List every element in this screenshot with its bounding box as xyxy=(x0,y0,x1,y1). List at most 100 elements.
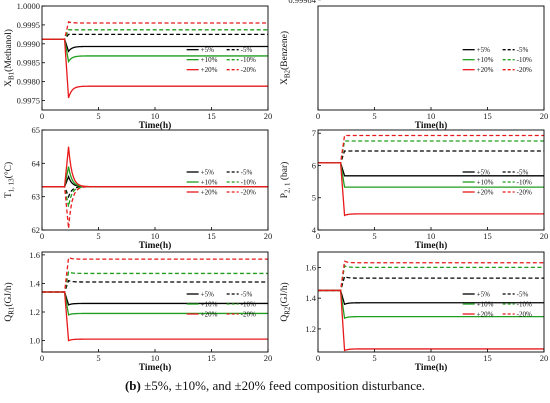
series-line-plusminus-20pct xyxy=(42,291,268,342)
legend-label: -5% xyxy=(241,169,253,177)
series-line-minus-10pct xyxy=(318,140,544,164)
legend-label: +10% xyxy=(477,56,494,64)
y-tick-label: 1.2 xyxy=(305,324,316,334)
series-line-plusminus-5pct xyxy=(318,162,544,177)
chart-panel-2: 05101520Time(h)0.999840.999880.999920.99… xyxy=(279,0,548,131)
series-group xyxy=(42,146,268,229)
legend-label: -10% xyxy=(517,179,532,187)
x-tick-label: 10 xyxy=(151,231,160,241)
legend-label: +5% xyxy=(477,291,490,299)
legend-label: +20% xyxy=(477,189,494,197)
legend-label: -20% xyxy=(241,189,256,197)
chart-panel-4: 0 5 10 15 20 Time(h) 4 5 6 7 P2, 1 (bar) +5% -5% +10%… xyxy=(279,128,548,251)
legend-label: +5% xyxy=(201,169,214,177)
legend-label: +20% xyxy=(201,66,218,74)
y-tick-label: 4 xyxy=(312,225,317,235)
caption-text: ±5%, ±10%, and ±20% feed composition dis… xyxy=(144,378,426,393)
legend-label: +10% xyxy=(201,179,218,187)
legend-label: +10% xyxy=(201,301,218,309)
x-tick-label: 10 xyxy=(427,111,436,121)
legend-label: -10% xyxy=(517,56,532,64)
legend-label: +5% xyxy=(201,291,214,299)
x-tick-label: 10 xyxy=(151,353,160,363)
legend-label: +10% xyxy=(201,56,218,64)
y-tick-label: 1.4 xyxy=(29,278,40,288)
legend: +5% -5% +10% -10% +20% -20% xyxy=(186,169,256,197)
y-tick-label: 0.9995 xyxy=(17,20,40,30)
x-tick-label: 10 xyxy=(427,353,436,363)
y-axis-label: XB1(Methanol) xyxy=(3,29,16,87)
series-line-plusminus-20pct xyxy=(42,38,268,99)
x-tick-label: 15 xyxy=(483,231,492,241)
legend-label: +20% xyxy=(477,66,494,74)
series-line-plusminus-20pct xyxy=(318,162,544,217)
series-line-plusminus-10pct xyxy=(42,38,268,64)
x-axis-label: Time(h) xyxy=(415,120,448,131)
y-tick-label: 1.6 xyxy=(305,262,316,272)
series-group xyxy=(42,21,268,99)
y-tick-label: 7 xyxy=(312,128,316,138)
x-axis-label: Time(h) xyxy=(139,120,172,131)
x-tick-label: 5 xyxy=(372,111,376,121)
y-axis-label: P2, 1 (bar) xyxy=(279,162,292,199)
series-line-minus-5pct xyxy=(318,275,544,292)
series-line-plusminus-10pct xyxy=(42,166,268,188)
x-tick-label: 0 xyxy=(40,111,44,121)
legend-label: -5% xyxy=(517,169,529,177)
series-line-plusminus-5pct xyxy=(318,289,544,306)
x-axis-label: Time(h) xyxy=(415,240,448,251)
y-tick-label: 1.2 xyxy=(29,307,40,317)
series-line-plusminus-10pct xyxy=(318,162,544,188)
y-tick-label: 65 xyxy=(32,125,41,135)
series-group xyxy=(318,134,544,217)
y-axis-label: QR2(GJ/h) xyxy=(279,282,292,321)
figure-caption: (b) ±5%, ±10%, and ±20% feed composition… xyxy=(0,378,550,394)
legend-label: +10% xyxy=(477,301,494,309)
series-group xyxy=(318,260,544,352)
x-tick-label: 20 xyxy=(264,353,273,363)
y-tick-label: 6 xyxy=(312,160,316,170)
legend-label: -20% xyxy=(241,66,256,74)
y-tick-label: 64 xyxy=(32,158,41,168)
chart-panel-5: 0 5 10 15 20 Time(h) 1.0 1.2 1.4 1.6 QR1(GJ/h) +5% -… xyxy=(3,250,272,373)
legend-label: +20% xyxy=(477,311,494,319)
x-tick-label: 20 xyxy=(540,111,549,121)
legend-label: -5% xyxy=(517,46,529,54)
chart-panel-1: 0 5 10 15 20 Time(h) 0.9975 0.9980 0.9985 0.9990 0… xyxy=(3,1,272,131)
y-axis-label: T1, 13(°C) xyxy=(3,162,16,198)
legend-label: +5% xyxy=(477,46,490,54)
y-tick-label: 1.6 xyxy=(29,250,40,260)
legend-label: -20% xyxy=(241,311,256,319)
legend: +5% -5% +10% -10% +20% -20% xyxy=(462,169,532,197)
y-tick-label: 0.9990 xyxy=(17,39,40,49)
caption-label: (b) xyxy=(124,378,141,393)
x-tick-label: 20 xyxy=(264,231,273,241)
x-tick-label: 15 xyxy=(207,231,216,241)
legend-label: -10% xyxy=(241,179,256,187)
series-line-minus-5pct xyxy=(42,279,268,293)
series-line-plusminus-10pct xyxy=(318,289,544,320)
series-line-minus-10pct xyxy=(42,186,268,207)
y-axis-label: QR1(GJ/h) xyxy=(3,282,16,321)
series-line-minus-5pct xyxy=(318,150,544,164)
x-axis-label: Time(h) xyxy=(139,362,172,373)
plot-frame xyxy=(317,5,545,111)
legend-label: -10% xyxy=(241,301,256,309)
legend-label: +5% xyxy=(201,46,214,54)
y-tick-label: 0.99988 xyxy=(288,0,316,2)
y-tick-label: 1.0 xyxy=(29,336,40,346)
series-line-minus-20pct xyxy=(318,260,544,292)
y-tick-label: 0.99984 xyxy=(288,0,316,5)
series-line-minus-20pct xyxy=(42,21,268,40)
x-tick-label: 5 xyxy=(372,231,376,241)
series-line-minus-20pct xyxy=(318,134,544,164)
legend-label: -5% xyxy=(241,46,253,54)
x-tick-label: 20 xyxy=(540,231,549,241)
series-line-minus-10pct xyxy=(42,271,268,293)
series-line-plusminus-20pct xyxy=(42,146,268,188)
x-tick-label: 15 xyxy=(207,111,216,121)
x-tick-label: 5 xyxy=(96,231,100,241)
x-tick-label: 0 xyxy=(316,231,320,241)
